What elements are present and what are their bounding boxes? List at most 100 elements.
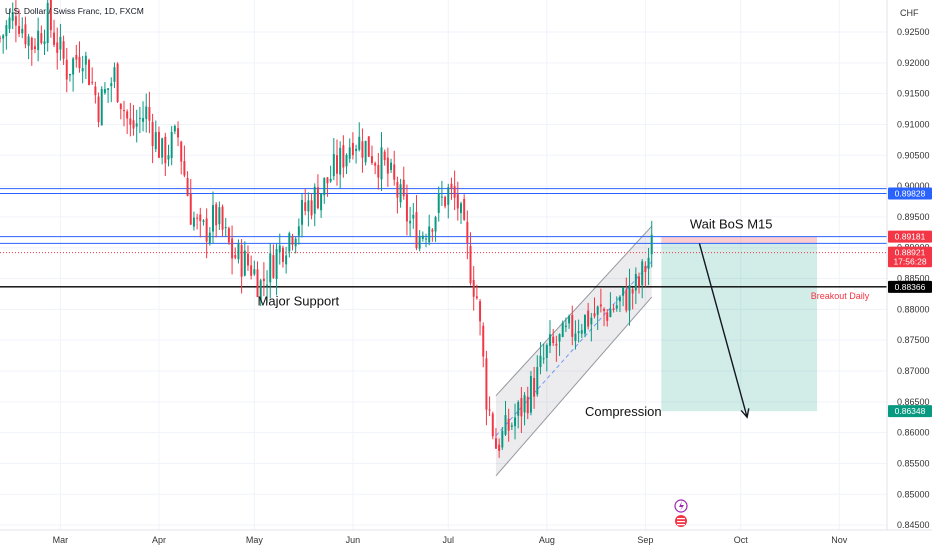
candle-body (523, 395, 526, 413)
candle-body (529, 376, 532, 413)
price-tick-label: 0.92500 (897, 27, 930, 37)
candle-body (297, 226, 300, 236)
candle-body (533, 377, 536, 397)
candle-body (466, 221, 469, 244)
candle-body (151, 121, 154, 146)
candle-body (266, 284, 269, 286)
candle-body (11, 12, 14, 21)
arrow-shaft[interactable] (698, 243, 748, 418)
price-badge-text: 17:56:28 (893, 256, 926, 266)
candle-body (21, 28, 24, 34)
candle-body (475, 296, 478, 299)
candle-body (409, 220, 412, 224)
candle-body (491, 413, 494, 437)
candle-body (208, 232, 211, 243)
candle-body (370, 156, 373, 163)
candle-body (380, 147, 383, 180)
candle-body (510, 425, 513, 427)
candle-body (339, 147, 342, 175)
candle-body (405, 194, 408, 222)
candle-body (494, 438, 497, 449)
channel-upper-line[interactable] (495, 225, 653, 396)
candle-body (37, 30, 40, 51)
channel-lower-line[interactable] (495, 296, 653, 477)
candle-body (650, 234, 653, 255)
price-tick-label: 0.91000 (897, 119, 930, 129)
candle-body (517, 401, 520, 416)
price-tick-label: 0.87000 (897, 366, 930, 376)
price-tick-label: 0.92000 (897, 58, 930, 68)
candle-body (320, 193, 323, 211)
projection-arrow[interactable] (698, 243, 750, 419)
candle-body (310, 200, 313, 216)
candle-body (46, 2, 49, 43)
candle-body (447, 187, 450, 205)
flag-stripe-icon (677, 521, 685, 523)
candle-body (123, 110, 125, 112)
candle-body (460, 203, 462, 214)
price-badge-text: 0.89181 (895, 232, 926, 242)
stop-loss-zone[interactable] (661, 236, 818, 244)
annotations: Major Support Compression Wait BoS M15 Brea… (258, 217, 870, 419)
take-profit-zone[interactable] (661, 243, 818, 412)
candle-body (329, 178, 332, 182)
candle-body (177, 128, 180, 138)
candle-body (180, 141, 183, 162)
candle-body (393, 164, 396, 180)
candle-body (488, 409, 491, 411)
candle-body (237, 243, 240, 260)
candle-body (291, 236, 294, 245)
price-badge (888, 255, 932, 268)
candle-body (634, 274, 637, 291)
candle-body (453, 186, 456, 198)
candle-body (294, 238, 297, 247)
candle-body (386, 157, 389, 174)
candle-body (59, 36, 62, 50)
candle-body (246, 253, 249, 266)
position-tool[interactable] (661, 236, 818, 412)
candle-body (396, 181, 399, 198)
price-badge (888, 187, 932, 200)
candle-body (580, 330, 583, 334)
time-tick-label: Aug (539, 535, 555, 545)
candle-body (62, 41, 65, 59)
candle-body (157, 131, 160, 158)
candle-body (355, 148, 358, 152)
candle-body (641, 261, 644, 286)
candle-body (501, 430, 504, 448)
time-tick-label: May (246, 535, 264, 545)
candle-body (425, 238, 427, 240)
candle-body (148, 107, 151, 121)
candle-body (56, 42, 59, 53)
price-tick-label: 0.87500 (897, 335, 930, 345)
annotation-label: Major Support (258, 294, 340, 309)
candle-body (116, 63, 119, 102)
price-badge-text: 0.88921 (895, 248, 926, 258)
candle-body (358, 136, 361, 150)
candle-body (539, 355, 542, 368)
candle-body (234, 255, 237, 258)
candle-body (590, 317, 593, 325)
event-icons[interactable] (674, 499, 688, 527)
time-axis[interactable]: Mar Apr May Jun Jul Aug Sep Oct Nov (53, 535, 848, 545)
horizontal-levels[interactable] (0, 188, 887, 288)
candle-body (72, 58, 75, 75)
time-tick-label: Jul (443, 535, 455, 545)
candle-body (88, 59, 91, 85)
currency-label[interactable]: CHF (900, 8, 919, 18)
candle-body (612, 308, 615, 310)
candle-body (215, 204, 218, 226)
candle-body (202, 220, 205, 222)
candle-body (81, 68, 84, 72)
candle-body (27, 36, 30, 46)
candle-body (281, 247, 284, 263)
candle-body (599, 304, 602, 307)
candle-body (326, 177, 329, 184)
candle-body (437, 193, 440, 213)
candle-body (361, 141, 364, 158)
candle-body (199, 214, 202, 222)
candle-body (221, 206, 224, 230)
candle-body (374, 163, 377, 166)
candle-body (316, 187, 319, 209)
